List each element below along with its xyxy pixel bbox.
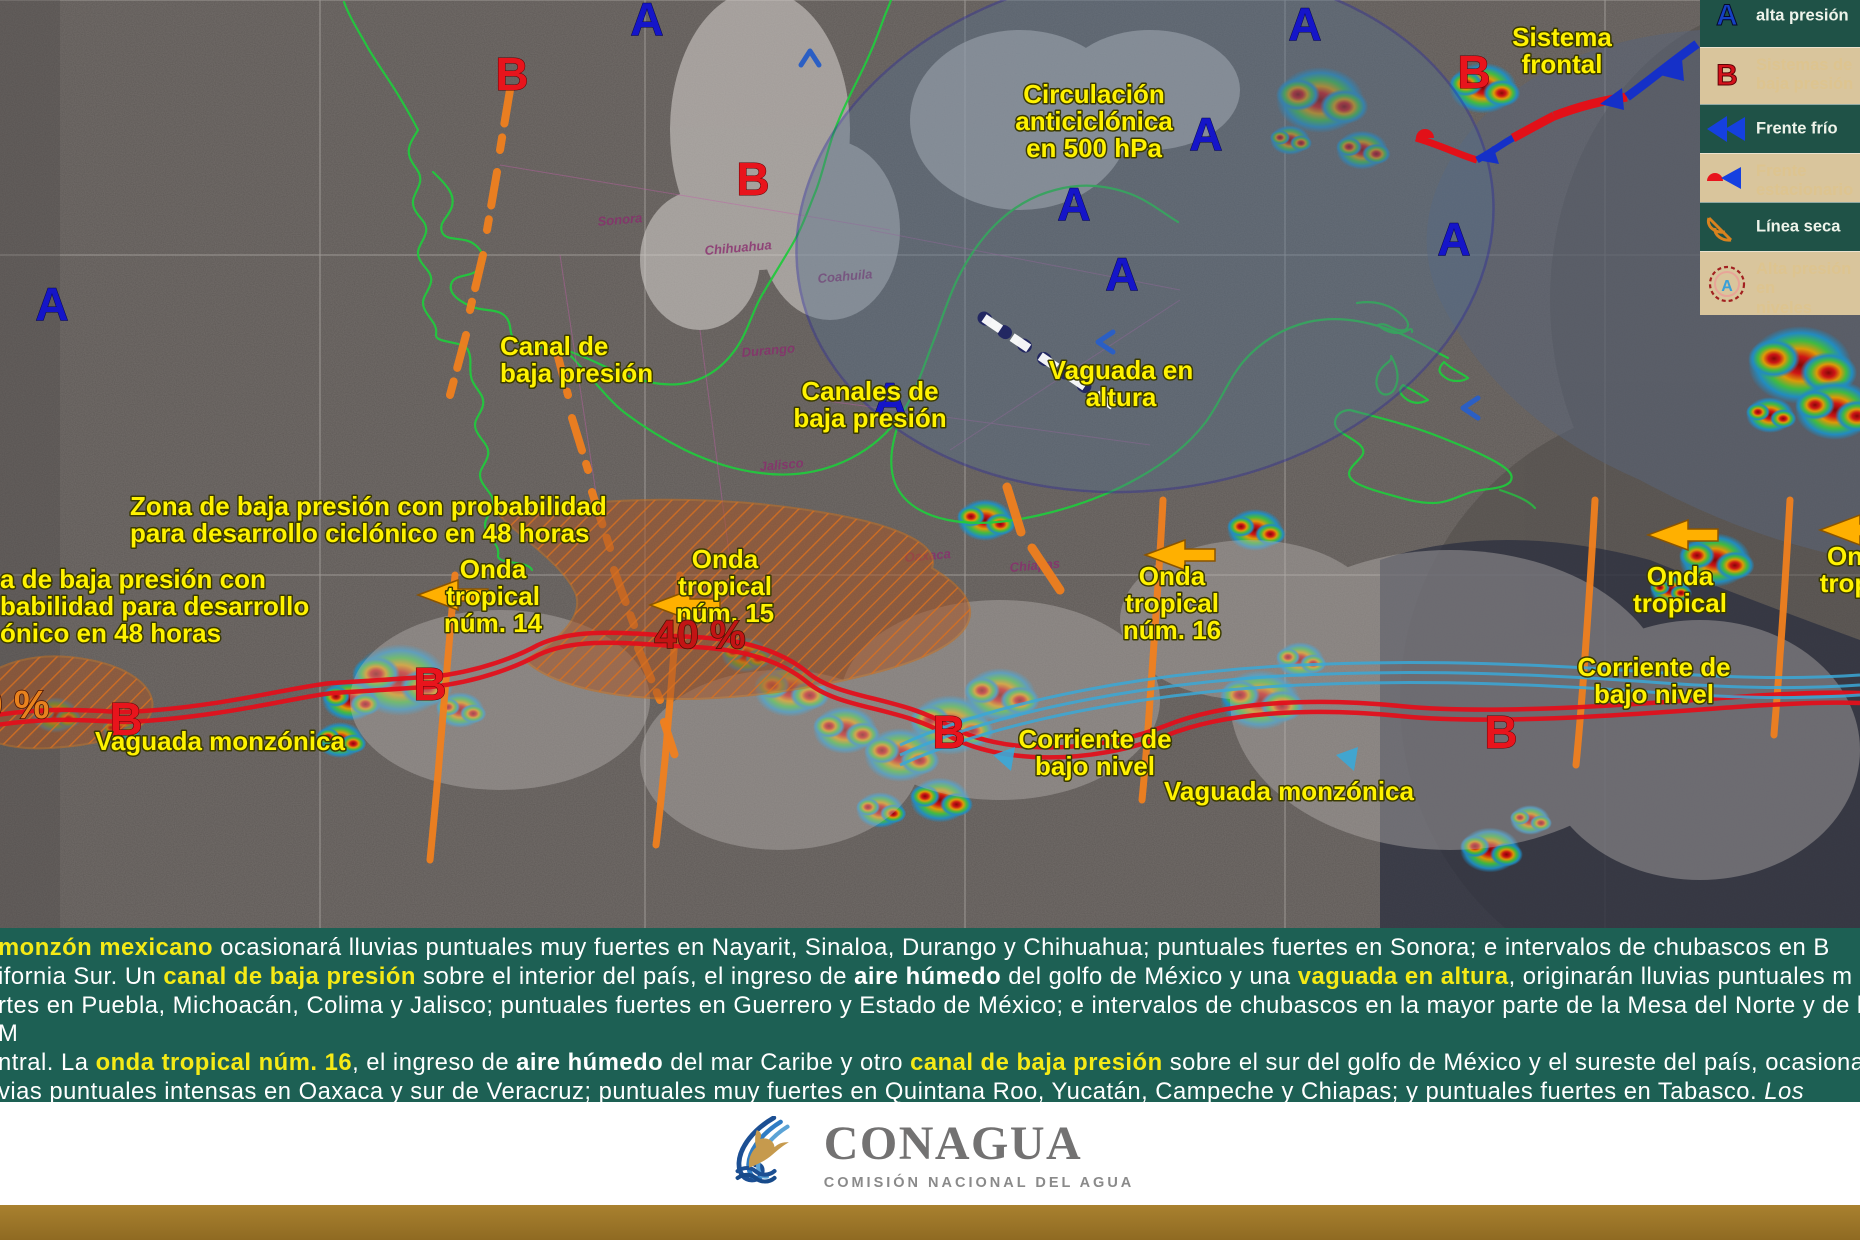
- svg-text:Sistema: Sistema: [1512, 22, 1612, 52]
- svg-text:baja presión: baja presión: [793, 403, 946, 433]
- svg-text:B: B: [1457, 46, 1490, 98]
- svg-text:A: A: [1189, 108, 1222, 160]
- svg-text:Corriente de: Corriente de: [1577, 652, 1730, 682]
- svg-text:núm. 14: núm. 14: [444, 608, 543, 638]
- svg-text:B: B: [495, 48, 528, 100]
- svg-text:bajo nivel: bajo nivel: [1035, 751, 1155, 781]
- svg-text:Onda: Onda: [460, 554, 527, 584]
- svg-text:Circulación: Circulación: [1023, 79, 1165, 109]
- svg-text:A: A: [1288, 0, 1321, 50]
- svg-text:B: B: [1716, 59, 1738, 92]
- svg-text:A: A: [1105, 248, 1138, 300]
- svg-text:A: A: [1721, 278, 1733, 295]
- svg-text:ónico en 48 horas: ónico en 48 horas: [0, 618, 221, 648]
- svg-text:A: A: [1057, 178, 1090, 230]
- svg-text:Vaguada monzónica: Vaguada monzónica: [1164, 776, 1414, 806]
- svg-text:baja presión: baja presión: [500, 358, 653, 388]
- svg-text:Vaguada monzónica: Vaguada monzónica: [95, 726, 345, 756]
- svg-text:A: A: [1716, 0, 1738, 32]
- svg-text:tropical: tropical: [678, 571, 772, 601]
- svg-text:0 %: 0 %: [0, 683, 49, 727]
- svg-text:Onda: Onda: [1647, 561, 1714, 591]
- svg-text:On: On: [1827, 541, 1860, 571]
- svg-text:tropical: tropical: [1633, 588, 1727, 618]
- svg-text:Onda: Onda: [692, 544, 759, 574]
- svg-text:Vaguada en: Vaguada en: [1049, 355, 1194, 385]
- svg-text:tropical: tropical: [1125, 588, 1219, 618]
- svg-text:B: B: [932, 706, 965, 758]
- svg-text:bajo nivel: bajo nivel: [1594, 679, 1714, 709]
- svg-text:Canales de: Canales de: [801, 376, 938, 406]
- svg-text:para desarrollo ciclónico en 4: para desarrollo ciclónico en 48 horas: [130, 518, 590, 548]
- svg-text:núm. 16: núm. 16: [1123, 615, 1221, 645]
- svg-text:B: B: [736, 153, 769, 205]
- svg-text:A: A: [630, 0, 663, 45]
- svg-text:babilidad para desarrollo: babilidad para desarrollo: [0, 591, 309, 621]
- svg-text:A: A: [1437, 213, 1470, 265]
- svg-text:Zona de baja presión con proba: Zona de baja presión con probabilidad: [130, 491, 607, 521]
- svg-text:trop: trop: [1820, 568, 1860, 598]
- svg-text:frontal: frontal: [1522, 49, 1603, 79]
- svg-text:Canal de: Canal de: [500, 331, 608, 361]
- svg-text:40 %: 40 %: [654, 613, 745, 657]
- svg-text:tropical: tropical: [446, 581, 540, 611]
- svg-text:altura: altura: [1086, 382, 1157, 412]
- svg-text:anticiclónica: anticiclónica: [1015, 106, 1173, 136]
- svg-text:B: B: [413, 658, 446, 710]
- svg-text:B: B: [1484, 706, 1517, 758]
- svg-text:A: A: [35, 278, 68, 330]
- svg-text:a de baja presión con: a de baja presión con: [0, 564, 266, 594]
- svg-text:Corriente de: Corriente de: [1018, 724, 1171, 754]
- svg-text:en 500 hPa: en 500 hPa: [1026, 133, 1162, 163]
- svg-text:Onda: Onda: [1139, 561, 1206, 591]
